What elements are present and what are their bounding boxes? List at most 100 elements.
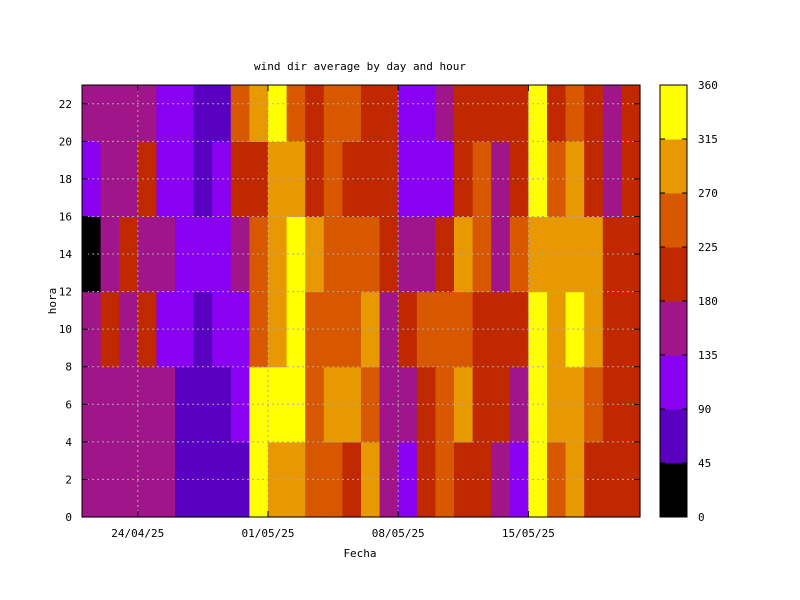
heatmap-cell [565,85,585,142]
heatmap-cell [621,441,641,518]
heatmap-cell [621,291,641,368]
heatmap-cell [156,366,176,443]
heatmap-cell [379,141,399,218]
colorbar-swatch [660,193,687,248]
heatmap-cell [305,366,325,443]
heatmap-cell [230,216,250,293]
y-tick-label: 10 [59,323,72,336]
heatmap-cell [82,141,102,218]
heatmap-cell [491,216,511,293]
heatmap-cell [379,291,399,368]
heatmap-cell [528,85,548,142]
colorbar-tick-label: 360 [698,79,718,92]
heatmap-cell [82,366,102,443]
heatmap-cell [435,291,455,368]
heatmap-cell [100,85,120,142]
heatmap-cell [565,141,585,218]
heatmap-cell [361,366,381,443]
heatmap-cell [602,85,622,142]
heatmap-cell [175,85,195,142]
heatmap-cell [156,441,176,518]
heatmap-cell [212,216,232,293]
heatmap-cell [491,141,511,218]
heatmap-cell [361,141,381,218]
heatmap-cell [305,291,325,368]
heatmap-cell [342,85,362,142]
y-tick-label: 22 [59,98,72,111]
y-axis-ticks: 0 2 4 6 8 10 12 14 16 18 20 22 [59,98,640,524]
heatmap-cell [361,291,381,368]
heatmap-cell [509,216,529,293]
heatmap-cell [268,85,288,142]
heatmap-cell [175,441,195,518]
heatmap-cell [435,366,455,443]
heatmap-cell [82,216,102,293]
y-tick-label: 16 [59,210,72,223]
heatmap-cell [416,216,436,293]
heatmap-cell [435,141,455,218]
heatmap-cell [230,85,250,142]
heatmap-cell [212,85,232,142]
heatmap-cell [230,141,250,218]
heatmap-cell [82,85,102,142]
heatmap-cell [305,85,325,142]
heatmap-cell [547,216,567,293]
y-tick-label: 18 [59,173,72,186]
colorbar-swatch [660,301,687,356]
heatmap-cell [621,366,641,443]
heatmap-cell [175,291,195,368]
y-tick-label: 6 [65,398,72,411]
heatmap-cell [509,85,529,142]
heatmap-cell [119,85,139,142]
plot-frame [81,84,641,518]
heatmap-cell [230,366,250,443]
heatmap-cell [100,291,120,368]
heatmap-cell [565,441,585,518]
y-tick-label: 20 [59,135,72,148]
heatmap-cell [156,216,176,293]
heatmap-cell [286,85,306,142]
heatmap-cell [305,216,325,293]
heatmap-cell [82,441,102,518]
heatmap-cell [416,366,436,443]
colorbar-ticks: 0 45 90 135 180 225 270 315 360 [660,79,718,524]
heatmap-cell [100,141,120,218]
heatmap-cell [212,141,232,218]
colorbar-tick-label: 225 [698,241,718,254]
heatmap-cell [416,291,436,368]
heatmap-cell [509,441,529,518]
heatmap-cell [547,291,567,368]
heatmap-cell [230,291,250,368]
heatmap-cell [82,291,102,368]
heatmap-cell [621,141,641,218]
heatmap-cell [621,216,641,293]
heatmap-cell [491,366,511,443]
heatmap-cell [361,216,381,293]
heatmap-cell [435,85,455,142]
heatmap-cell [416,141,436,218]
heatmap-cell [156,291,176,368]
x-axis-label: Fecha [343,547,376,560]
colorbar-tick-label: 270 [698,187,718,200]
heatmap-cell [286,366,306,443]
heatmap-cell [100,441,120,518]
colorbar [660,85,687,518]
heatmap-cell [305,141,325,218]
heatmap-cell [379,441,399,518]
heatmap-cell [416,441,436,518]
heatmap-cell [286,441,306,518]
heatmap-cell [565,366,585,443]
colorbar-tick-label: 0 [698,511,705,524]
heatmap-cell [212,441,232,518]
heatmap-cell [193,85,213,142]
heatmap-cell [156,141,176,218]
x-tick-label: 24/04/25 [111,527,164,540]
colorbar-tick-label: 45 [698,457,711,470]
x-tick-label: 08/05/25 [372,527,425,540]
y-tick-label: 0 [65,511,72,524]
colorbar-swatch [660,85,687,140]
colorbar-swatch [660,409,687,464]
heatmap-cell [137,85,157,142]
colorbar-tick-label: 315 [698,133,718,146]
